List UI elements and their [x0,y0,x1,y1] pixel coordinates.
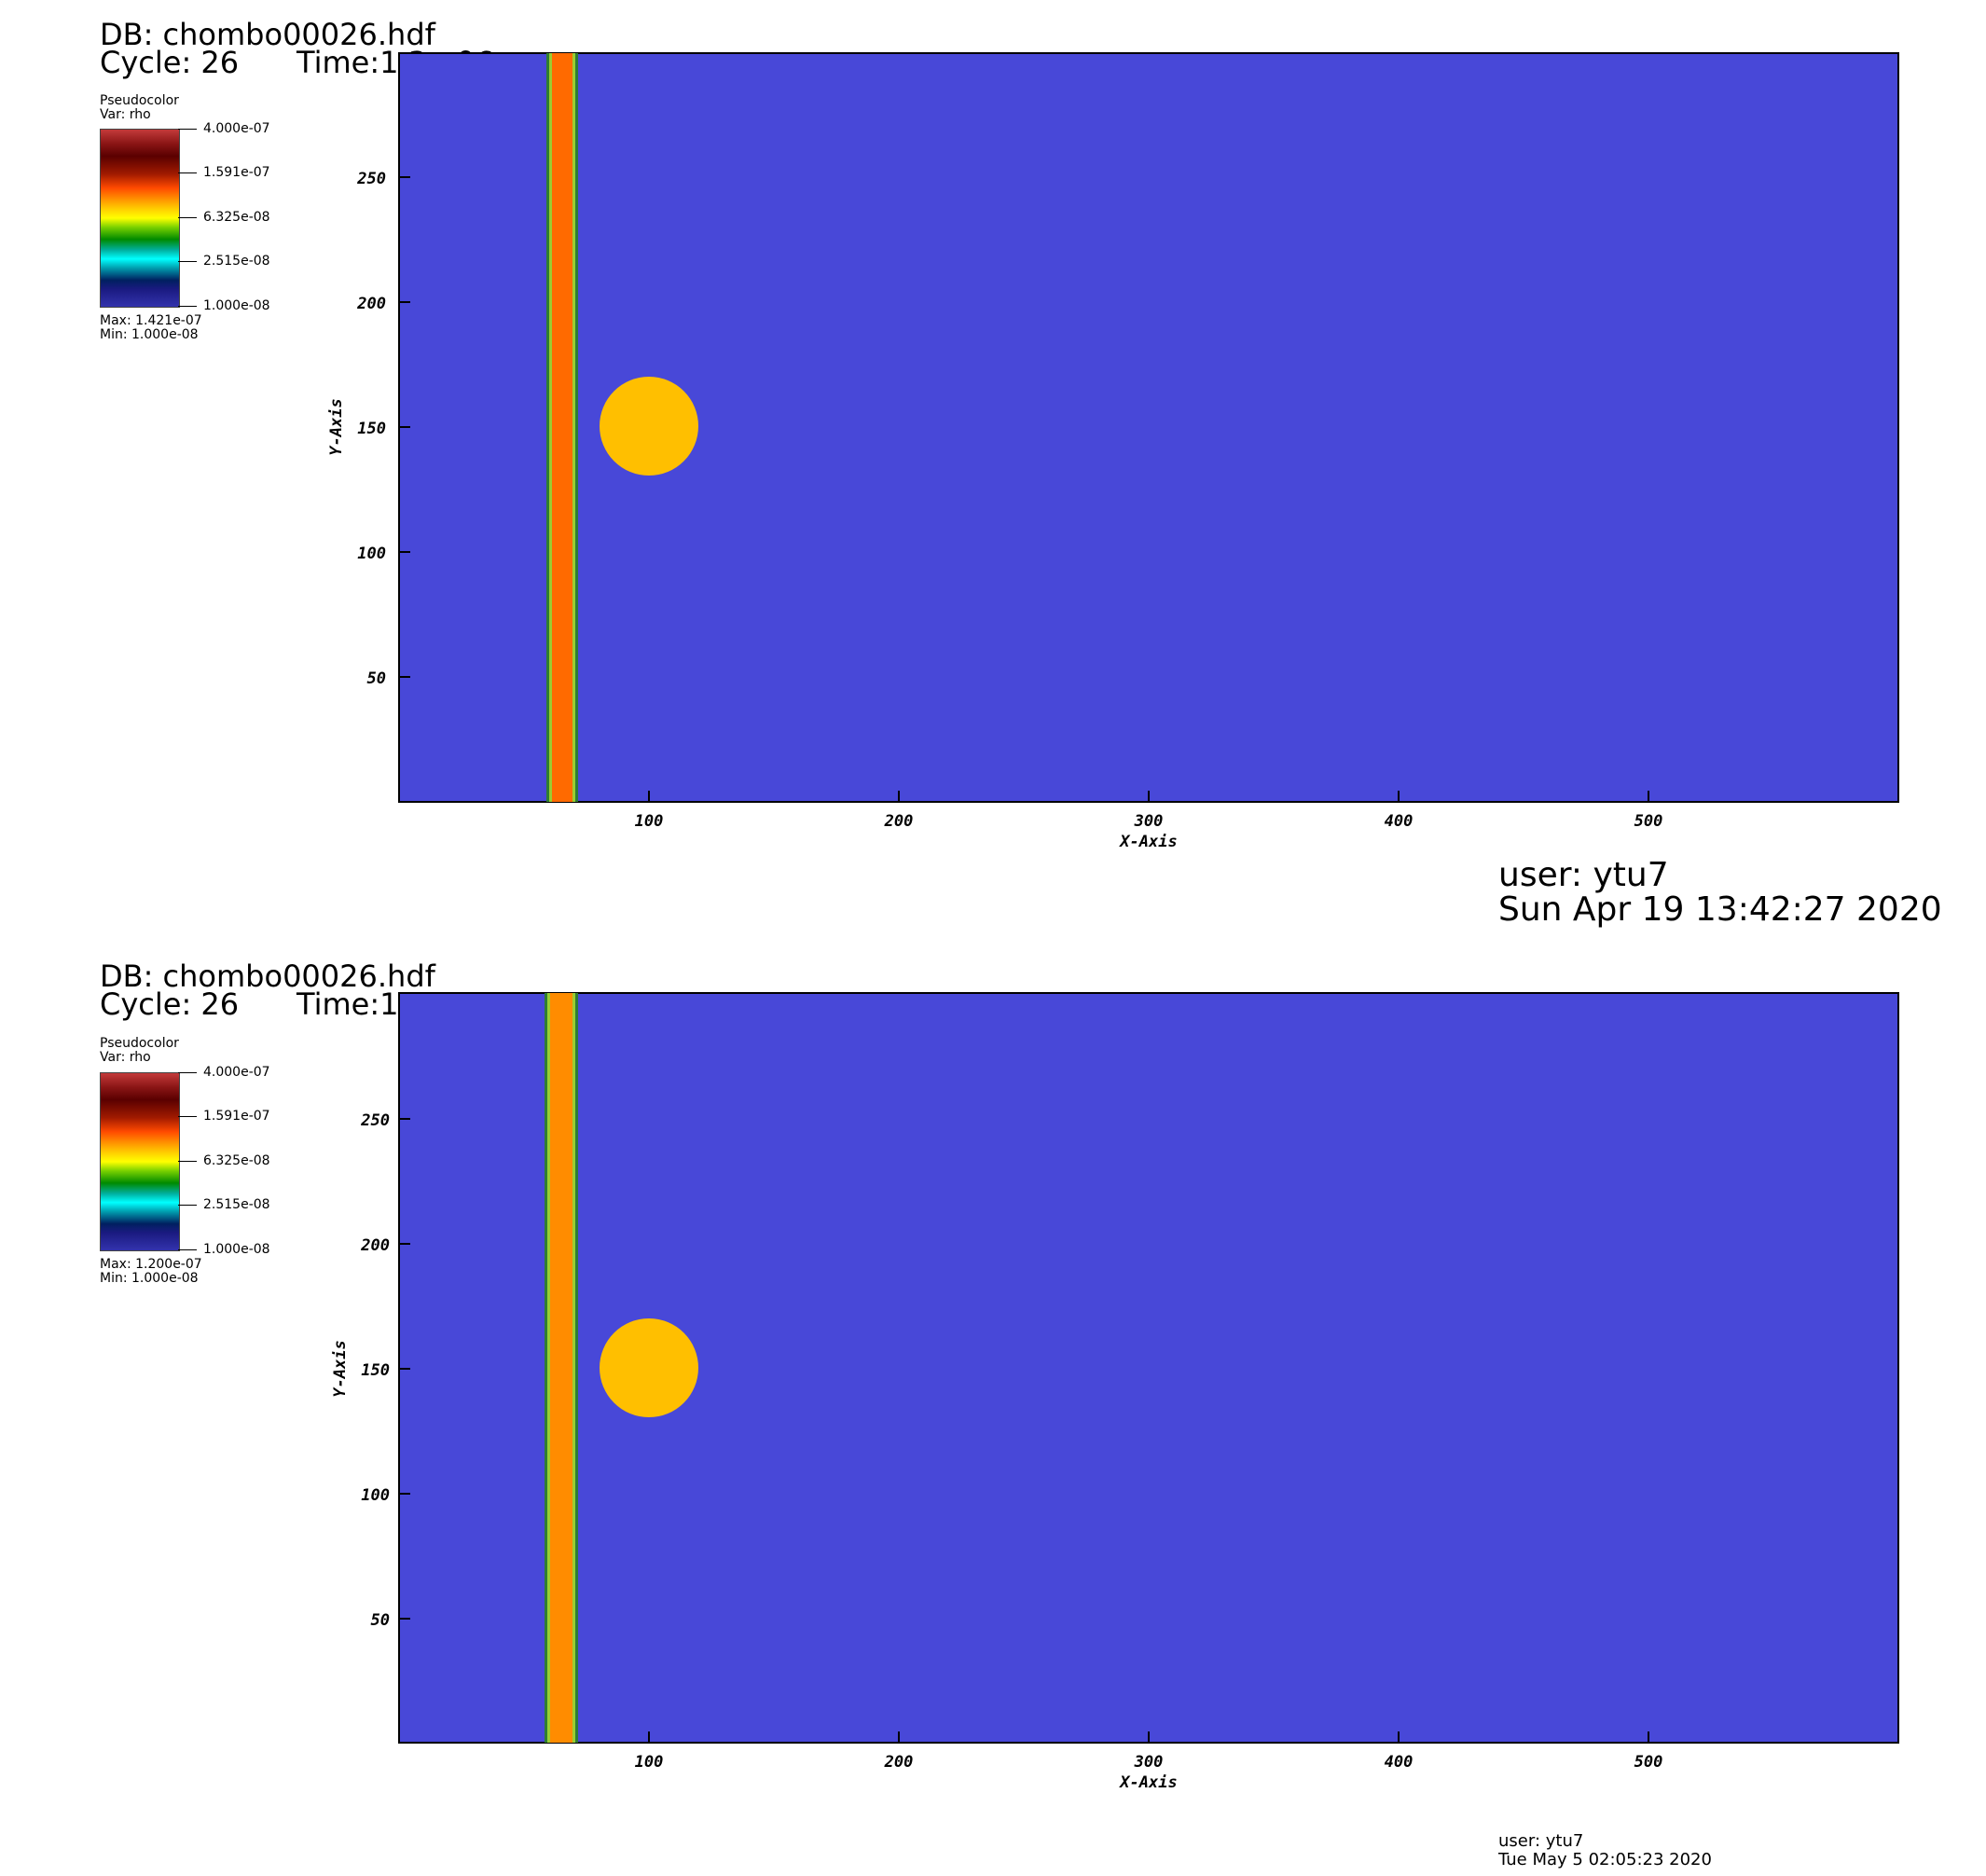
x-tick-label: 500 [1634,812,1663,831]
x-tick-label: 300 [1134,812,1164,831]
x-tick-label: 200 [884,812,914,831]
y-tick-label: 250 [360,1111,390,1130]
x-tick-label: 200 [884,1753,914,1772]
legend-min: Min: 1.000e-08 [100,1271,199,1286]
x-axis-ticks [648,1731,1649,1743]
colorbar-tick [178,1205,197,1206]
x-tick-label: 400 [1385,812,1414,831]
cycle-label: Cycle: 26 [100,45,240,80]
legend-var: Var: rho [100,107,151,122]
db-label: DB: chombo00026.hdf [100,17,435,52]
date-label: Tue May 5 02:05:23 2020 [1498,1850,1712,1869]
plot-area: 100 200 300 400 500 250 200 150 100 50 X… [331,992,1899,1792]
colorbar-label: 1.591e-07 [203,1109,270,1124]
y-axis-title: Y-Axis [327,398,346,455]
y-tick-label: 100 [361,1486,390,1505]
colorbar-label: 2.515e-08 [203,254,270,269]
y-tick-label: 200 [356,295,386,313]
y-axis-title: Y-Axis [331,1340,350,1397]
x-tick-label: 500 [1634,1753,1663,1772]
y-tick-label: 250 [356,170,386,188]
y-axis-ticks [399,176,410,803]
legend-plot-type: Pseudocolor [100,1036,179,1051]
legend-var: Var: rho [100,1050,151,1065]
colorbar-label: 4.000e-07 [203,1065,270,1080]
colorbar-label: 2.515e-08 [203,1197,270,1212]
legend-min: Min: 1.000e-08 [100,327,199,342]
x-axis-ticks [648,791,1649,802]
colorbar-tick [178,172,197,173]
date-label: Sun Apr 19 13:42:27 2020 [1498,890,1942,929]
colorbar-tick [178,306,197,307]
colorbar-label: 6.325e-08 [203,1153,270,1168]
y-tick-label: 200 [360,1236,390,1255]
plot-panel-2: DB: chombo00026.hdf Cycle: 26 Time:1.3e-… [0,938,1986,1876]
colorbar-tick [178,1161,197,1162]
legend-max: Max: 1.200e-07 [100,1257,202,1272]
colorbar-tick [178,261,197,262]
y-tick-label: 100 [357,545,386,563]
colorbar-label: 1.000e-08 [203,1242,270,1257]
colorbar-tick [178,1249,197,1250]
shock-band [552,53,572,802]
y-tick-label: 150 [361,1361,390,1380]
x-tick-label: 400 [1385,1753,1414,1772]
colorbar-label: 1.000e-08 [203,298,270,313]
colorbar-label: 4.000e-07 [203,121,270,136]
y-tick-label: 50 [371,1611,390,1630]
colorbar-tick [178,217,197,218]
y-tick-label: 150 [357,420,386,438]
colorbar-label: 1.591e-07 [203,165,270,180]
legend-plot-type: Pseudocolor [100,93,179,108]
x-axis-title: X-Axis [1118,1773,1177,1792]
plot-area: 100 200 300 400 500 250 200 150 100 50 X… [327,52,1899,851]
cycle-label: Cycle: 26 [100,986,240,1022]
colorbar-tick [178,129,197,130]
plot-panel-1: DB: chombo00026.hdf Cycle: 26 Time:1.3e-… [100,17,1942,929]
legend-max: Max: 1.421e-07 [100,313,202,328]
x-tick-label: 300 [1134,1753,1164,1772]
density-bubble [600,1318,698,1417]
density-bubble [600,377,698,476]
x-tick-label: 100 [635,1753,664,1772]
colorbar-tick [178,1072,197,1073]
user-label: user: ytu7 [1498,856,1669,894]
db-label: DB: chombo00026.hdf [100,959,435,994]
y-axis-ticks [399,1118,410,1744]
colorbar-label: 6.325e-08 [203,210,270,225]
x-axis-title: X-Axis [1118,833,1177,851]
user-label: user: ytu7 [1498,1831,1584,1851]
shock-band [550,993,572,1743]
colorbar [100,129,180,308]
x-tick-label: 100 [635,812,664,831]
colorbar [100,1072,180,1251]
colorbar-tick [178,1116,197,1117]
y-tick-label: 50 [367,669,386,688]
